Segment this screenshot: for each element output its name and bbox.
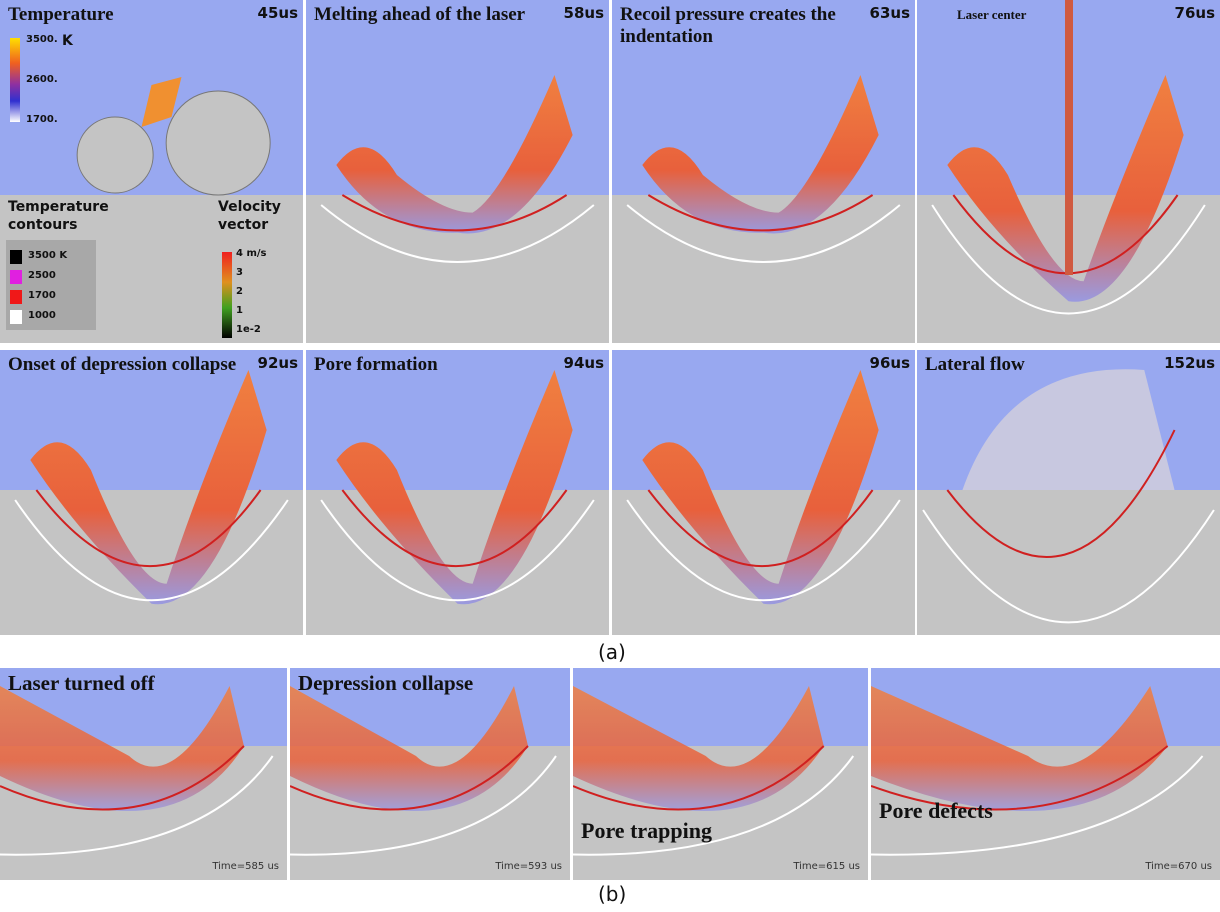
panel-time: Time=615 us <box>793 861 860 872</box>
annotation: Laser center <box>957 4 1026 26</box>
panel: Pore trapping Time=615 us <box>573 668 868 880</box>
panel-title: Laser turned off <box>8 672 155 694</box>
panel-time: 63us <box>870 4 910 22</box>
solid-region <box>306 490 609 635</box>
velocity-tick: 3 <box>236 267 243 278</box>
panel-time: Time=585 us <box>212 861 279 872</box>
contour-label: 1700 <box>28 290 56 301</box>
panel: 76us Laser center <box>917 0 1220 343</box>
caption-b: (b) <box>598 882 626 906</box>
temperature-colorbar <box>10 38 20 122</box>
velocity-tick: 4 m/s <box>236 248 266 259</box>
panel-time: 92us <box>258 354 298 372</box>
velocity-title: Velocity vector <box>218 198 298 234</box>
solid-region <box>612 490 915 635</box>
panel: Melting ahead of the laser 58us <box>306 0 609 343</box>
simulation-frame <box>917 350 1220 635</box>
colorbar-tick: 3500. <box>26 34 58 45</box>
simulation-frame <box>306 350 609 635</box>
panel: Lateral flow 152us <box>917 350 1220 635</box>
laser-beam <box>1065 0 1073 275</box>
panel-time: 76us <box>1175 4 1215 22</box>
panel-title: Temperature <box>8 4 128 26</box>
panel: Temperature 45us K 3500. 2600. 1700. Temperatu… <box>0 0 303 343</box>
contour-swatch <box>10 290 22 304</box>
panel-time: 45us <box>258 4 298 22</box>
simulation-frame <box>612 0 915 343</box>
simulation-frame <box>290 668 570 880</box>
contour-label: 3500 K <box>28 250 67 261</box>
panel-title: Depression collapse <box>298 672 473 694</box>
panel-title: Lateral flow <box>925 354 1155 376</box>
panel-title: Pore formation <box>314 354 544 376</box>
contour-label: 2500 <box>28 270 56 281</box>
panel: Onset of depression collapse 92us <box>0 350 303 635</box>
panel-time: 58us <box>564 4 604 22</box>
velocity-colorbar <box>222 252 232 338</box>
simulation-frame <box>917 0 1220 343</box>
velocity-tick: 2 <box>236 286 243 297</box>
contour-swatch <box>10 270 22 284</box>
powder <box>77 117 153 193</box>
panel-time: 94us <box>564 354 604 372</box>
annotation: Pore trapping <box>581 818 712 844</box>
panel-time: 96us <box>870 354 910 372</box>
panel: Pore formation 94us <box>306 350 609 635</box>
annotation: Pore defects <box>879 798 993 824</box>
colorbar-tick: 1700. <box>26 114 58 125</box>
figure: (a) (b) Temperature45usK3500.2600.1700.T… <box>0 0 1220 912</box>
colorbar-tick: 2600. <box>26 74 58 85</box>
simulation-frame <box>612 350 915 635</box>
contour-swatch <box>10 310 22 324</box>
contour-label: 1000 <box>28 310 56 321</box>
simulation-frame <box>0 668 287 880</box>
contour-swatch <box>10 250 22 264</box>
panel-time: 152us <box>1164 354 1215 372</box>
simulation-frame <box>871 668 1220 880</box>
panel-title: Onset of depression collapse <box>8 354 238 376</box>
panel: Depression collapse Time=593 us <box>290 668 570 880</box>
panel: Recoil pressure creates the indentation 6… <box>612 0 915 343</box>
contours-title: Temperature contours <box>8 198 138 234</box>
panel: 96us <box>612 350 915 635</box>
panel-time: Time=670 us <box>1145 861 1212 872</box>
simulation-frame <box>306 0 609 343</box>
velocity-tick: 1 <box>236 305 243 316</box>
powder <box>166 91 270 195</box>
velocity-tick: 1e-2 <box>236 324 261 335</box>
caption-a: (a) <box>598 640 626 664</box>
panel-title: Recoil pressure creates the indentation <box>620 4 850 48</box>
panel: Pore defects Time=670 us <box>871 668 1220 880</box>
panel-time: Time=593 us <box>495 861 562 872</box>
colorbar-unit: K <box>62 32 73 50</box>
simulation-frame <box>0 350 303 635</box>
simulation-frame <box>573 668 868 880</box>
panel: Laser turned off Time=585 us <box>0 668 287 880</box>
panel-title: Melting ahead of the laser <box>314 4 544 26</box>
solid-region <box>0 490 303 635</box>
